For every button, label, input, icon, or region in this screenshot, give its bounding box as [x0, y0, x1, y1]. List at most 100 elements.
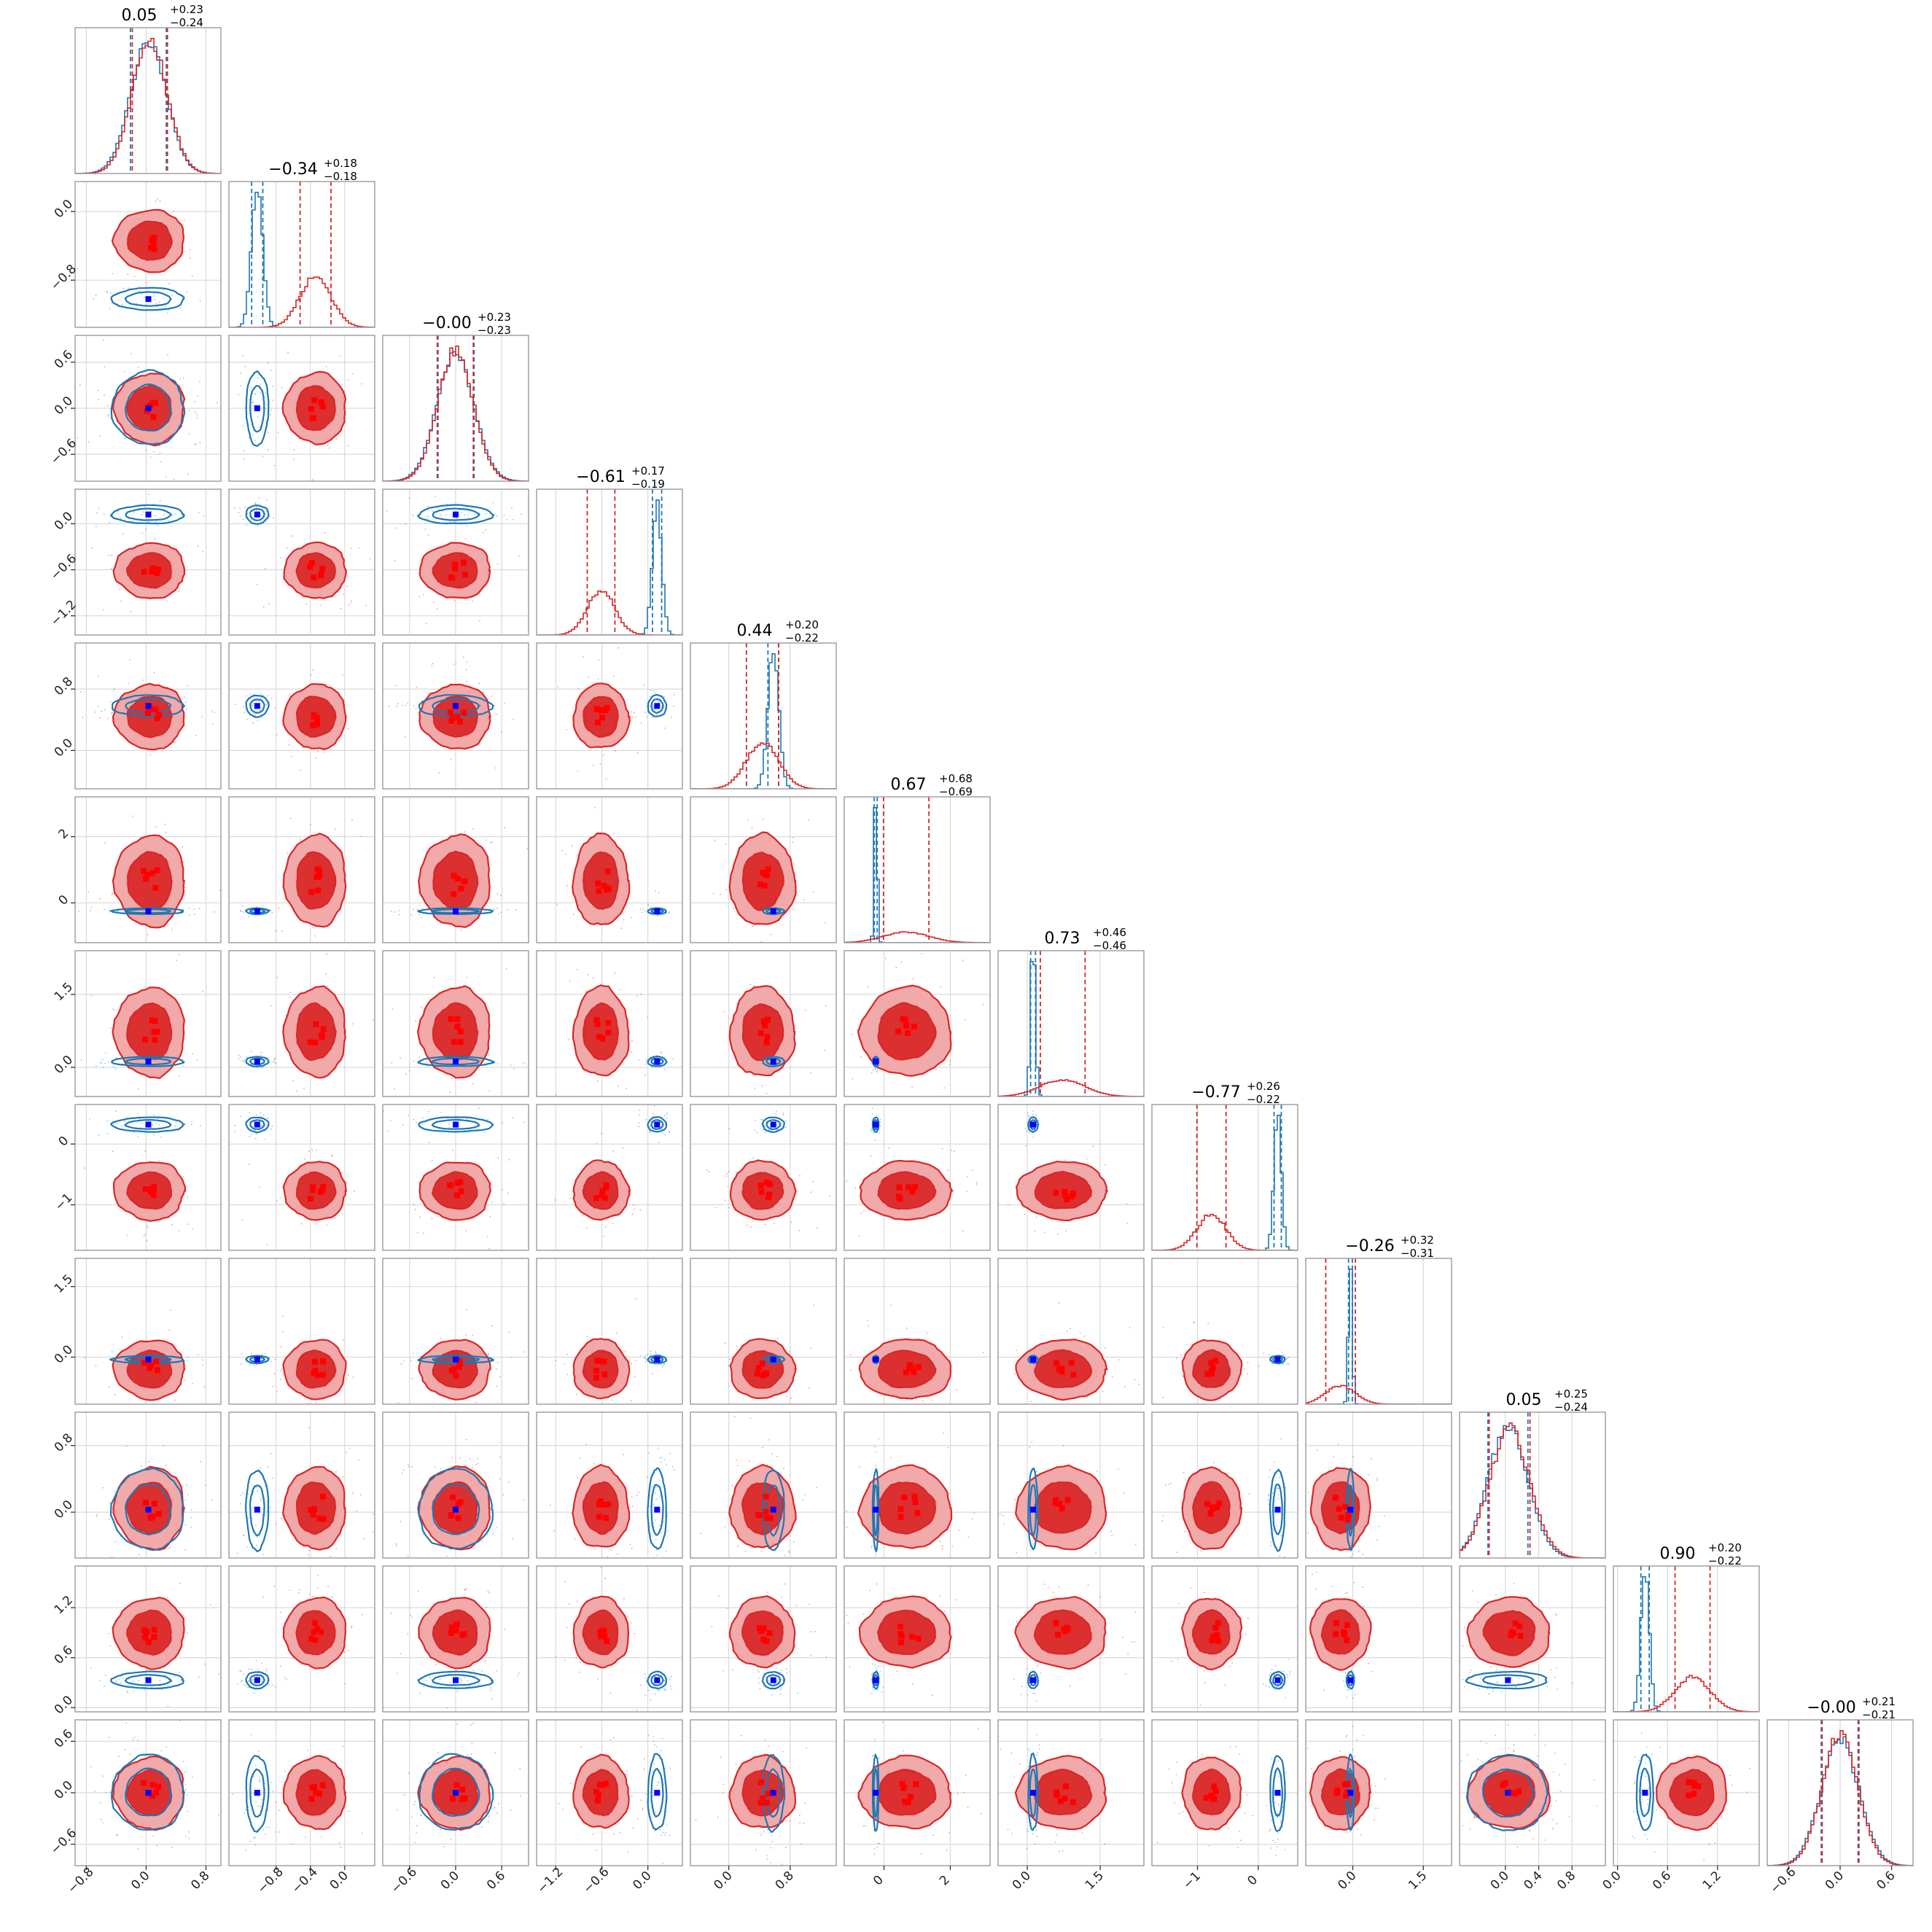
sample-dot-blue: [1273, 1471, 1275, 1473]
sample-dot-blue: [485, 513, 487, 515]
sample-dot-red: [279, 1379, 281, 1380]
sample-dot-blue: [163, 297, 165, 300]
sample-dot-blue: [245, 695, 247, 697]
sample-dot-red: [636, 1298, 637, 1300]
sample-dot-blue: [244, 1059, 246, 1061]
sample-dot-red: [942, 1548, 943, 1550]
contour-blue-outer: [245, 504, 270, 525]
contour-blue-outer: [109, 1467, 184, 1551]
sample-dot-blue: [667, 912, 669, 914]
sample-dot-blue: [1270, 1355, 1271, 1358]
marker-red: [449, 1495, 456, 1500]
sample-dot-blue: [198, 908, 200, 910]
sample-dot-blue: [656, 1688, 658, 1691]
sample-dot-blue: [1280, 1438, 1282, 1440]
sample-dot-red: [554, 1199, 556, 1201]
sample-dot-red: [182, 861, 184, 863]
sample-dot-blue: [468, 1686, 470, 1687]
sample-dot-red: [1162, 1515, 1164, 1517]
sample-dot-red: [1102, 1390, 1104, 1392]
sample-dot-red: [996, 1534, 997, 1535]
histogram-blue: [1152, 1115, 1298, 1250]
sample-dot-red: [962, 959, 964, 961]
sample-dot-blue: [435, 495, 436, 497]
panel-5-1: [228, 796, 375, 943]
sample-dot-red: [121, 1210, 123, 1212]
marker-red: [150, 1185, 157, 1192]
sample-dot-red: [311, 479, 313, 481]
sample-dot-red: [165, 1464, 167, 1466]
sample-dot-blue: [666, 1117, 667, 1119]
marker-red: [453, 1627, 459, 1634]
sample-dot-blue: [82, 717, 84, 718]
sample-dot-blue: [238, 394, 239, 396]
histogram-blue: [75, 42, 221, 174]
sample-dot-red: [394, 560, 396, 562]
sample-dot-blue: [760, 1118, 762, 1121]
sample-dot-red: [1307, 1492, 1309, 1493]
sample-dot-blue: [642, 908, 644, 910]
sample-dot-blue: [429, 1677, 432, 1679]
sample-dot-blue: [493, 910, 495, 912]
marker-red: [319, 1493, 326, 1500]
sample-dot-blue: [1036, 1471, 1037, 1473]
sample-dot-red: [276, 733, 278, 736]
marker-blue: [654, 1356, 661, 1363]
panel-frame: [1151, 1258, 1298, 1405]
sample-dot-blue: [357, 1118, 358, 1120]
sample-dot-red: [754, 1087, 756, 1089]
sample-dot-red: [496, 790, 498, 792]
sample-dot-red: [106, 717, 109, 720]
panel-frame: [74, 1411, 222, 1559]
sample-dot-blue: [650, 1354, 651, 1356]
sample-dot-red: [1126, 1223, 1129, 1224]
sample-dot-red: [431, 1218, 433, 1220]
sample-dot-blue: [198, 512, 200, 514]
sample-dot-red: [195, 443, 197, 445]
sample-dot-blue: [137, 1135, 139, 1137]
sample-dot-red: [395, 1545, 397, 1546]
sample-dot-red: [958, 1530, 960, 1532]
sample-dot-blue: [394, 911, 396, 913]
sample-dot-red: [293, 1559, 295, 1560]
sample-dot-blue: [656, 697, 658, 698]
sample-dot-red: [372, 1532, 374, 1533]
sample-dot-red: [600, 1567, 602, 1569]
sample-dot-red: [616, 1332, 618, 1334]
sample-dot-red: [332, 1155, 333, 1157]
sample-dot-red: [405, 1109, 406, 1110]
sample-dot-red: [214, 712, 216, 713]
sample-dot-blue: [1027, 1115, 1029, 1118]
sample-dot-blue: [198, 1676, 200, 1678]
sample-dot-red: [285, 1014, 287, 1016]
sample-dot-blue: [427, 1110, 429, 1113]
sample-dot-blue: [90, 907, 93, 908]
marker-red: [151, 1627, 157, 1633]
sample-dot-blue: [115, 1056, 117, 1059]
marker-red: [453, 1621, 460, 1628]
sample-dot-red: [334, 1217, 336, 1219]
panel-8-0: 0.01.5: [52, 1258, 222, 1405]
sample-dot-red: [342, 674, 343, 676]
sample-dot-red: [499, 1376, 502, 1378]
sample-dot-red: [97, 389, 99, 392]
sample-dot-blue: [257, 719, 259, 721]
sample-dot-blue: [660, 1532, 662, 1534]
sample-dot-red: [973, 1512, 975, 1514]
diag-title-plus-5: +0.68: [939, 772, 973, 785]
marker-red: [311, 1506, 317, 1512]
sample-dot-blue: [432, 1574, 434, 1575]
sample-dot-red: [655, 890, 657, 892]
sample-dot-blue: [650, 906, 652, 908]
sample-dot-blue: [775, 1110, 777, 1113]
sample-dot-red: [114, 1490, 116, 1492]
contour-blue-inner: [249, 385, 265, 433]
sample-dot-blue: [193, 914, 195, 915]
marker-red: [454, 1023, 461, 1029]
y-tick-label: 0.6: [52, 1643, 76, 1667]
contour-blue-inner: [249, 1356, 266, 1363]
sample-dot-red: [340, 1172, 343, 1174]
sample-dot-red: [107, 415, 109, 417]
panel-4-3: [536, 642, 683, 790]
marker-red: [320, 1371, 326, 1378]
